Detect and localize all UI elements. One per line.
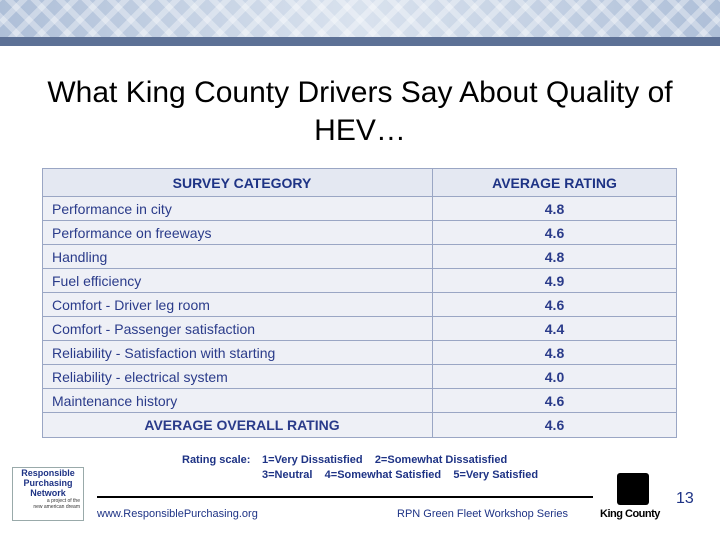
slide-title: What King County Drivers Say About Quali… xyxy=(47,76,673,147)
king-county-logo: King County xyxy=(600,508,660,520)
table-cell: Maintenance history xyxy=(42,388,433,413)
rpn-logo-text: Responsible xyxy=(21,468,75,478)
table-cell: 4.9 xyxy=(432,268,677,293)
table-cell: 4.8 xyxy=(432,244,677,269)
table-row: Fuel efficiency 4.9 xyxy=(42,268,677,293)
table-row: Performance on freeways 4.6 xyxy=(42,220,677,245)
table-row: Comfort - Driver leg room 4.6 xyxy=(42,292,677,317)
table-cell: Fuel efficiency xyxy=(42,268,433,293)
table-cell: Reliability - electrical system xyxy=(42,364,433,389)
table-cell: Comfort - Passenger satisfaction xyxy=(42,316,433,341)
table-cell: 4.6 xyxy=(432,292,677,317)
table-cell: 4.0 xyxy=(432,364,677,389)
king-county-icon xyxy=(617,473,649,505)
table-row: Handling 4.8 xyxy=(42,244,677,269)
total-cell: 4.6 xyxy=(432,412,677,438)
table-cell: Reliability - Satisfaction with starting xyxy=(42,340,433,365)
total-row: AVERAGE OVERALL RATING 4.6 xyxy=(42,412,677,438)
footer-url: www.ResponsiblePurchasing.org xyxy=(97,508,258,520)
footer-series: RPN Green Fleet Workshop Series xyxy=(397,508,568,520)
rating-scale-line: 3=Neutral 4=Somewhat Satisfied 5=Very Sa… xyxy=(262,469,539,481)
slide-number: 13 xyxy=(676,490,694,507)
rpn-logo: Responsible Purchasing Network a project of… xyxy=(12,467,84,521)
header-cell: AVERAGE RATING xyxy=(432,168,677,197)
header-row: SURVEY CATEGORY AVERAGE RATING xyxy=(42,168,677,197)
footer-rule xyxy=(97,496,593,498)
rpn-logo-text: Purchasing xyxy=(23,478,73,488)
rating-scale-label: Rating scale: xyxy=(182,454,251,466)
table-cell: Performance on freeways xyxy=(42,220,433,245)
table-row: Comfort - Passenger satisfaction 4.4 xyxy=(42,316,677,341)
table-cell: Performance in city xyxy=(42,196,433,221)
rpn-logo-text: Network xyxy=(30,488,66,498)
table-cell: 4.8 xyxy=(432,340,677,365)
table-cell: 4.6 xyxy=(432,220,677,245)
rpn-tagline: new american dream xyxy=(33,504,80,510)
banner-strip xyxy=(0,37,720,46)
total-cell: AVERAGE OVERALL RATING xyxy=(42,412,433,438)
table-cell: Handling xyxy=(42,244,433,269)
table-cell: 4.8 xyxy=(432,196,677,221)
survey-table: SURVEY CATEGORY AVERAGE RATING Performance… xyxy=(42,168,677,438)
table-cell: Comfort - Driver leg room xyxy=(42,292,433,317)
rating-scale-line: 1=Very Dissatisfied 2=Somewhat Dissatisf… xyxy=(262,454,508,466)
table-row: Reliability - Satisfaction with starting… xyxy=(42,340,677,365)
table-cell: 4.6 xyxy=(432,388,677,413)
table-row: Reliability - electrical system 4.0 xyxy=(42,364,677,389)
table-row: Maintenance history 4.6 xyxy=(42,388,677,413)
table-cell: 4.4 xyxy=(432,316,677,341)
table-row: Performance in city 4.8 xyxy=(42,196,677,221)
header-cell: SURVEY CATEGORY xyxy=(42,168,433,197)
rpn-tagline: a project of the xyxy=(46,498,80,504)
